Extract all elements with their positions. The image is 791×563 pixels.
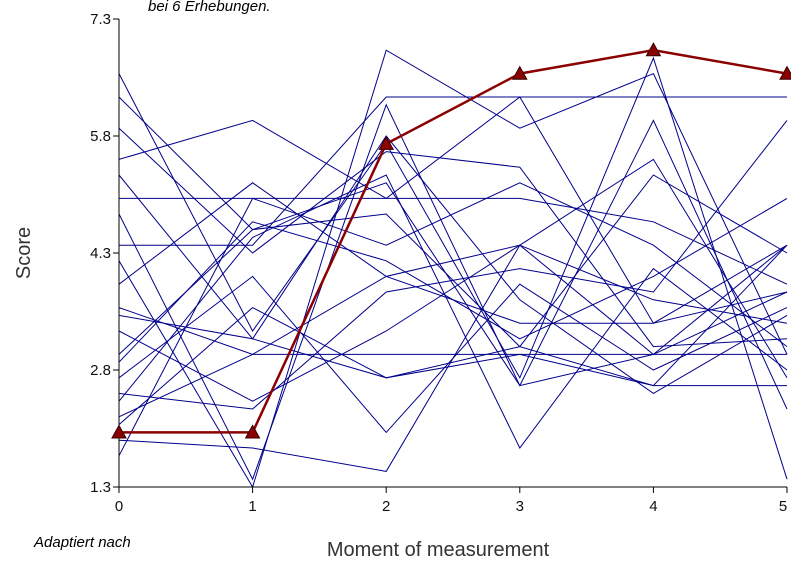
individual-series-line — [118, 182, 788, 387]
y-tick-label: 7.3 — [90, 11, 111, 28]
highlighted-point-marker — [244, 424, 261, 439]
highlighted-series-line — [119, 48, 788, 434]
individual-series-line — [118, 197, 788, 457]
individual-series-line — [119, 182, 788, 347]
y-tick-label: 1.3 — [90, 479, 111, 496]
x-tick-label: 1 — [248, 498, 256, 515]
individual-series-line — [118, 96, 788, 324]
x-axis-label: Moment of measurement — [327, 539, 550, 561]
individual-series-line — [118, 56, 788, 480]
individual-series-line — [118, 307, 787, 355]
individual-series-line — [119, 96, 787, 246]
individual-series-group — [118, 49, 788, 489]
individual-series-line — [118, 158, 788, 402]
highlighted-series-group — [111, 42, 791, 439]
highlighted-point-marker — [511, 65, 528, 80]
individual-series-line — [118, 127, 788, 348]
individual-series-line — [118, 103, 788, 481]
caption-bottom-note: Adaptiert nach — [34, 534, 131, 551]
ticks-group: 1.3 2.8 4.3 5.8 7.3 0 1 2 3 4 5 — [90, 11, 788, 515]
individual-series-line — [118, 244, 788, 418]
individual-series-line — [118, 49, 788, 489]
x-tick-label: 0 — [115, 498, 123, 515]
individual-series-line — [118, 120, 788, 410]
y-tick-label: 2.8 — [90, 362, 111, 379]
individual-series-line — [118, 174, 788, 449]
x-tick-label: 3 — [516, 498, 524, 515]
caption-top-note: bei 6 Erhebungen. — [148, 0, 271, 15]
x-tick-label: 4 — [649, 498, 657, 515]
y-tick-label: 4.3 — [90, 245, 111, 262]
highlighted-point-marker — [111, 424, 127, 439]
individual-series-line — [118, 306, 787, 425]
individual-series-line — [118, 174, 788, 387]
highlighted-point-marker — [378, 135, 395, 150]
individual-series-line — [118, 182, 788, 355]
y-tick-label: 5.8 — [90, 128, 111, 145]
y-axis-label: Score — [13, 227, 35, 279]
highlighted-point-marker — [645, 42, 662, 57]
x-tick-label: 2 — [382, 498, 390, 515]
x-tick-label: 5 — [779, 498, 787, 515]
individual-series-line — [118, 244, 788, 472]
individual-series-line — [118, 135, 788, 394]
